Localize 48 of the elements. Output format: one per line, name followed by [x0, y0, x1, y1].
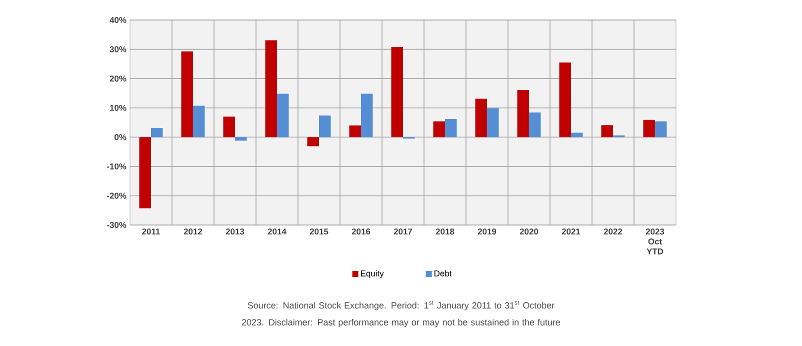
x-tick-label: 2023 Oct YTD	[646, 228, 664, 254]
bar	[265, 40, 278, 138]
bar	[475, 98, 488, 138]
bar	[517, 90, 530, 138]
bar	[223, 116, 236, 138]
bar	[319, 115, 331, 138]
y-tick-label: 10%	[110, 104, 126, 111]
bar	[559, 62, 572, 138]
x-tick-label: 2022	[604, 228, 622, 235]
bar	[349, 125, 362, 138]
y-tick-label: -10%	[107, 163, 126, 170]
x-tick-label: 2011	[142, 228, 160, 235]
x-tick-label: 2019	[478, 228, 496, 235]
y-tick-label: 20%	[110, 76, 126, 82]
legend-label: Equity	[360, 270, 384, 278]
bar	[277, 94, 289, 138]
bar	[235, 137, 247, 141]
bar	[601, 125, 614, 138]
bar	[151, 128, 163, 138]
y-tick-label: 40%	[110, 17, 126, 23]
bar	[529, 112, 541, 138]
y-tick-label: 0%	[114, 134, 126, 140]
bar	[181, 51, 194, 138]
bar	[391, 46, 404, 138]
y-tick-label: 30%	[110, 46, 126, 52]
x-tick-label: 2012	[184, 228, 202, 235]
source-note: Source: National Stock Exchange. Period: 1$^{st}$ January 2011 to 31$^{st}$ October 2023. Disclaimer: Past performance may or may not be sustained in the future	[242, 300, 560, 328]
bar	[307, 137, 320, 146]
x-tick-label: 2018	[436, 228, 454, 235]
legend-label: Debt	[434, 270, 452, 276]
bar	[655, 121, 667, 138]
x-tick-label: 2016	[352, 228, 370, 235]
y-tick-label: -30%	[107, 222, 126, 228]
x-tick-label: 2014	[268, 228, 286, 235]
bar	[487, 108, 499, 138]
x-tick-label: 2017	[394, 228, 412, 235]
x-tick-label: 2015	[310, 228, 328, 235]
x-tick-label: 2013	[226, 228, 244, 235]
bar	[193, 106, 205, 138]
bar	[433, 121, 446, 138]
y-tick-label: -20%	[107, 192, 126, 199]
bar	[445, 118, 457, 138]
bar	[361, 94, 373, 138]
bar	[643, 120, 656, 138]
bar	[571, 132, 583, 138]
x-tick-label: 2020	[520, 228, 538, 235]
bar	[139, 137, 152, 208]
x-tick-label: 2021	[562, 228, 580, 235]
